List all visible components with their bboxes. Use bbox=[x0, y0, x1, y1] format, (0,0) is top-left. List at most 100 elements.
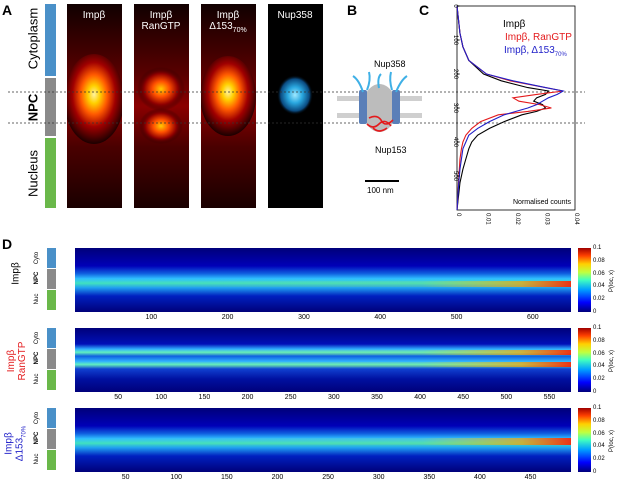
nucleus-bar bbox=[45, 138, 56, 208]
title-d153-main: Δ153 bbox=[209, 21, 233, 32]
row2-nuc-bar bbox=[47, 450, 56, 470]
microscopy-nup358 bbox=[268, 4, 323, 208]
ytick-label: 0 bbox=[452, 4, 458, 8]
colorbar-0 bbox=[578, 248, 591, 312]
title-impb-rangtp: Impβ RanGTP bbox=[131, 10, 191, 32]
row1-xtick: 550 bbox=[543, 394, 556, 401]
row2-label2: Δ15370% bbox=[15, 419, 31, 469]
row2-label1: Impβ bbox=[3, 432, 15, 455]
row0-xtick: 100 bbox=[145, 314, 158, 321]
row1-xtick: 50 bbox=[114, 394, 123, 401]
chart-xlabel: Normalised counts bbox=[513, 199, 571, 206]
row1-heatmap bbox=[75, 328, 571, 392]
microscopy-impb-d153 bbox=[201, 4, 256, 208]
row2-nuc-label: Nuc bbox=[34, 453, 40, 465]
scale-bar bbox=[365, 180, 399, 182]
row1-xtick: 350 bbox=[371, 394, 383, 401]
scan-row-rangtp: Impβ RanGTP Cyto NPC Nuc 50 100 150 200 250 3… bbox=[0, 328, 617, 406]
title-rangtp-line1: Impβ bbox=[149, 10, 173, 21]
ytick-label: 400 bbox=[452, 137, 458, 148]
row1-xtick: 500 bbox=[500, 394, 513, 401]
colorbar-label: P(loc, x) bbox=[609, 270, 615, 293]
legend-d153-text: Impβ, Δ153 bbox=[504, 45, 555, 56]
row0-xtick: 200 bbox=[221, 314, 234, 321]
title-impb-line1: Impβ bbox=[82, 10, 106, 21]
row1-xtick: 250 bbox=[284, 394, 297, 401]
legend-d153-sub: 70% bbox=[554, 52, 567, 58]
row2-npc-label: NPC bbox=[34, 431, 40, 445]
scan-row-impb: Impβ Cyto NPC Nuc 100 200 300 400 500 600 bbox=[0, 248, 617, 326]
colorbar-label: P(loc, x) bbox=[609, 350, 615, 373]
row1-cyto-bar bbox=[47, 328, 56, 348]
row-label-d153: Impβ Δ15370% bbox=[4, 419, 31, 469]
panel-label-a: A bbox=[2, 2, 13, 18]
row0-xtick: 500 bbox=[450, 314, 463, 321]
colorbar-tick: 0.02 bbox=[593, 456, 605, 463]
row0-nuc-bar bbox=[47, 290, 56, 310]
microscopy-impb bbox=[67, 4, 122, 208]
colorbar-tick: 0.04 bbox=[593, 443, 605, 450]
panel-label-b: B bbox=[347, 2, 358, 18]
row2-xtick: 450 bbox=[524, 474, 537, 481]
row1-cyto-label: Cyto bbox=[34, 331, 40, 345]
row2-xtick: 300 bbox=[372, 474, 385, 481]
colorbar-tick: 0.04 bbox=[593, 363, 605, 370]
colorbar-tick: 0.08 bbox=[593, 257, 605, 264]
xtick-label: 0 bbox=[455, 213, 461, 217]
nup358-label: Nup358 bbox=[374, 59, 406, 69]
panel-label-d: D bbox=[2, 236, 13, 252]
title-impb: Impβ bbox=[64, 10, 124, 21]
row0-cyto-label: Cyto bbox=[34, 251, 40, 265]
row0-label1: Impβ bbox=[10, 262, 22, 285]
row1-xtick: 450 bbox=[457, 394, 470, 401]
xtick-label: 0.02 bbox=[514, 213, 520, 225]
title-nup358-line1: Nup358 bbox=[277, 10, 313, 21]
row0-xtick: 600 bbox=[527, 314, 539, 321]
row1-npc-bar bbox=[47, 349, 56, 369]
row2-npc-bar bbox=[47, 429, 56, 449]
row1-xtick: 150 bbox=[198, 394, 211, 401]
row1-xtick: 300 bbox=[327, 394, 340, 401]
colorbar-tick: 0.06 bbox=[593, 350, 605, 357]
ytick-label: 100 bbox=[452, 35, 458, 46]
colorbar-tick: 0 bbox=[593, 469, 597, 475]
row2-xtick: 350 bbox=[423, 474, 436, 481]
row2-xtick: 150 bbox=[220, 474, 233, 481]
row2-xtick: 100 bbox=[170, 474, 183, 481]
xtick-label: 0.03 bbox=[544, 213, 550, 225]
xtick-label: 0.04 bbox=[573, 213, 579, 225]
legend-entry-d153: Impβ, Δ15370% bbox=[504, 45, 567, 58]
colorbar-tick: 0.1 bbox=[593, 245, 602, 251]
colorbar-tick: 0.02 bbox=[593, 296, 605, 303]
nup153-label: Nup153 bbox=[375, 145, 407, 155]
colorbar-tick: 0.08 bbox=[593, 337, 605, 344]
xtick-label: 0.01 bbox=[485, 213, 491, 225]
title-d153-sub: 70% bbox=[232, 27, 247, 34]
colorbar-tick: 0 bbox=[593, 309, 597, 315]
title-rangtp-line2: RanGTP bbox=[141, 21, 181, 32]
panel-label-c: C bbox=[419, 2, 430, 18]
row0-heatmap bbox=[75, 248, 571, 312]
row0-nuc-label: Nuc bbox=[34, 293, 40, 305]
row1-xtick: 400 bbox=[414, 394, 426, 401]
title-nup358: Nup358 bbox=[265, 10, 325, 21]
row2-label2-main: Δ153 bbox=[14, 437, 26, 462]
row1-npc-label: NPC bbox=[34, 351, 40, 365]
legend-impb-text: Impβ bbox=[503, 19, 526, 30]
colorbar-tick: 0.04 bbox=[593, 283, 605, 290]
row2-xtick: 400 bbox=[474, 474, 486, 481]
ytick-label: 200 bbox=[452, 69, 458, 80]
cytoplasm-bar bbox=[45, 4, 56, 76]
series-line-2 bbox=[456, 5, 565, 211]
npc-schematic bbox=[337, 71, 422, 132]
row0-xtick: 400 bbox=[374, 314, 387, 321]
row0-npc-label: NPC bbox=[34, 271, 40, 285]
row1-nuc-label: Nuc bbox=[34, 373, 40, 385]
row1-label1: Impβ bbox=[6, 349, 17, 373]
legend-entry-impb: Impβ bbox=[503, 19, 525, 30]
npc-bar bbox=[45, 78, 56, 136]
colorbar-1 bbox=[578, 328, 591, 392]
title-d153-line1: Impβ bbox=[216, 10, 240, 21]
title-d153-line2: Δ15370% bbox=[198, 21, 258, 36]
ytick-label: 300 bbox=[452, 103, 458, 114]
